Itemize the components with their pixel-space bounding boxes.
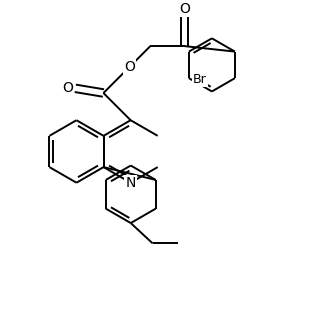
Text: N: N (125, 176, 136, 190)
Text: O: O (124, 60, 135, 74)
Text: Br: Br (193, 73, 207, 86)
Text: O: O (179, 2, 190, 16)
Text: O: O (62, 81, 73, 95)
